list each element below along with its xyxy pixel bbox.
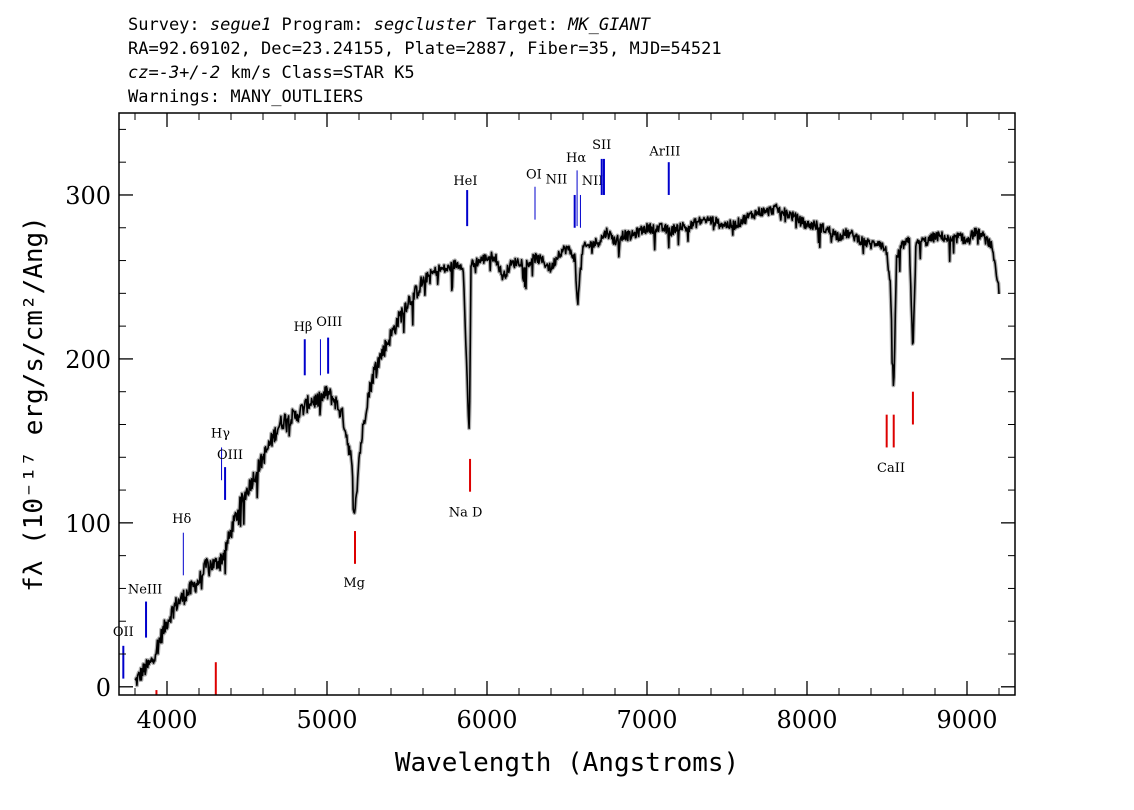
y-tick-label: 300	[65, 182, 111, 210]
class-value: km/s Class=STAR K5	[220, 63, 414, 83]
target-value: MK_GIANT	[567, 15, 652, 35]
target-label: Target:	[476, 15, 568, 35]
header-line-1: Survey: segue1 Program: segcluster Targe…	[128, 15, 652, 35]
line-label: Hδ	[172, 512, 191, 527]
line-label: CaII	[877, 461, 905, 476]
y-tick-label: 100	[65, 510, 111, 538]
flux-series	[133, 202, 1001, 688]
line-label: Hβ	[294, 320, 313, 335]
flux-line	[134, 203, 1000, 687]
line-label: OII	[113, 625, 134, 640]
line-label: Mg	[343, 576, 365, 591]
plot-frame	[118, 112, 1016, 696]
chart-header: Survey: segue1 Program: segcluster Targe…	[128, 15, 722, 107]
error-band	[133, 202, 1001, 688]
x-axis-label: Wavelength (Angstroms)	[395, 748, 739, 778]
x-tick-label: 7000	[616, 706, 677, 734]
program-label: Program:	[271, 15, 373, 35]
line-label: Hα	[566, 151, 586, 166]
line-label: ArIII	[648, 145, 680, 160]
x-tick-label: 6000	[456, 706, 517, 734]
line-label: Hγ	[211, 427, 230, 442]
y-tick-label: 0	[96, 674, 111, 702]
line-label: OI	[526, 168, 542, 183]
line-label: NII	[582, 174, 604, 189]
survey-value: segue1	[210, 15, 271, 35]
header-line-3: cz=-3+/-2 km/s Class=STAR K5	[128, 63, 415, 83]
line-label: NeIII	[128, 582, 162, 597]
x-tick-label: 9000	[936, 706, 997, 734]
line-label: OIII	[316, 315, 342, 330]
line-label: SII	[592, 138, 611, 153]
axes: 4000 5000 6000 7000 8000 9000 0 100 200 300	[65, 113, 1015, 734]
line-label: NII	[546, 172, 568, 187]
y-axis-label: fλ (10⁻¹⁷ erg/s/cm²/Ang)	[19, 216, 49, 592]
header-line-2: RA=92.69102, Dec=23.24155, Plate=2887, F…	[128, 39, 722, 59]
y-tick-label: 200	[65, 346, 111, 374]
program-value: segcluster	[374, 15, 477, 35]
line-label: OIII	[217, 448, 243, 463]
header-line-4: Warnings: MANY_OUTLIERS	[128, 87, 363, 107]
survey-label: Survey:	[128, 15, 210, 35]
x-tick-label: 4000	[136, 706, 197, 734]
x-tick-label: 5000	[296, 706, 357, 734]
x-tick-label: 8000	[776, 706, 837, 734]
line-label: Na D	[449, 505, 483, 520]
redshift-value: cz=-3+/-2	[128, 63, 220, 83]
line-label: HeI	[453, 174, 477, 189]
